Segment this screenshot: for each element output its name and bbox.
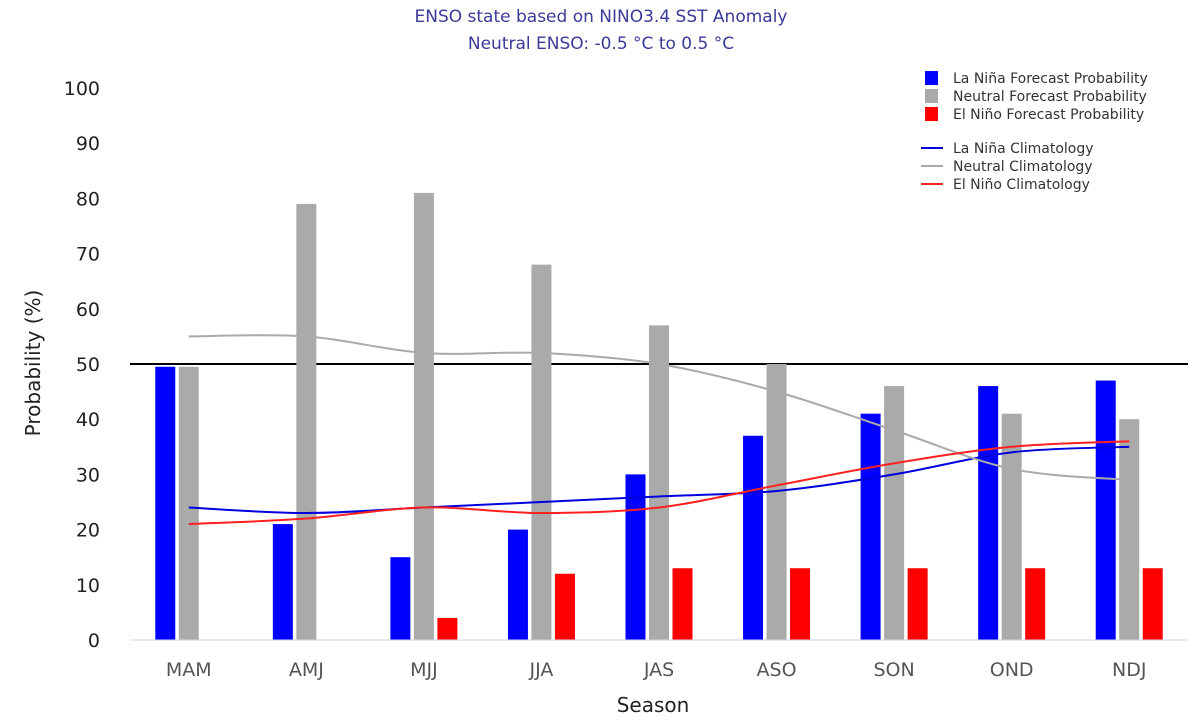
x-tick-label: OND — [990, 659, 1034, 681]
legend-label: La Niña Climatology — [953, 141, 1094, 157]
bar — [649, 325, 669, 640]
bar — [390, 557, 411, 640]
bar — [178, 366, 199, 640]
bar — [507, 529, 528, 640]
bar — [907, 568, 928, 640]
x-tick-label: SON — [873, 659, 914, 681]
legend-label: La Niña Forecast Probability — [953, 71, 1148, 87]
bar — [531, 264, 552, 640]
bars-group — [155, 192, 1163, 641]
bar — [155, 366, 176, 640]
bar — [672, 568, 693, 640]
x-tick-label: MJJ — [410, 659, 438, 681]
y-tick-label: 0 — [88, 630, 100, 652]
bar — [884, 386, 905, 640]
y-axis-ticks: 0 10 20 30 40 50 60 70 80 90 100 — [64, 78, 100, 652]
y-tick-label: 50 — [76, 354, 100, 376]
chart-title: ENSO state based on NINO3.4 SST Anomaly — [414, 7, 787, 27]
x-axis-label: Season — [617, 693, 690, 717]
legend-label: Neutral Forecast Probability — [953, 89, 1147, 105]
y-tick-label: 80 — [76, 188, 100, 210]
legend: La Niña Forecast Probability Neutral Fore… — [921, 71, 1148, 193]
bar — [743, 435, 764, 640]
bar — [790, 568, 811, 640]
legend-label: El Niño Forecast Probability — [953, 107, 1144, 123]
legend-swatch — [925, 107, 938, 121]
legend-label: El Niño Climatology — [953, 177, 1090, 193]
bar — [625, 474, 646, 640]
y-tick-label: 60 — [76, 299, 100, 321]
bar — [1142, 568, 1163, 640]
x-axis-ticks: MAM AMJ MJJ JJA JAS ASO SON OND NDJ — [166, 659, 1147, 681]
bar — [766, 364, 787, 640]
x-tick-label: MAM — [166, 659, 212, 681]
x-tick-label: JAS — [643, 659, 674, 681]
climatology-line — [188, 334, 1130, 481]
legend-swatch — [925, 71, 938, 85]
bar — [437, 617, 458, 640]
chart-subtitle: Neutral ENSO: -0.5 °C to 0.5 °C — [468, 34, 734, 54]
legend-label: Neutral Climatology — [953, 159, 1093, 175]
x-tick-label: JJA — [529, 659, 554, 681]
climatology-line — [188, 440, 1130, 526]
bar — [978, 386, 999, 640]
y-tick-label: 20 — [76, 520, 100, 542]
x-tick-label: AMJ — [289, 659, 324, 681]
bar — [554, 573, 575, 640]
bar — [413, 192, 434, 640]
x-tick-label: ASO — [757, 659, 797, 681]
bar — [860, 413, 881, 640]
bar — [1119, 419, 1140, 640]
bar — [1095, 380, 1116, 640]
y-tick-label: 40 — [76, 409, 100, 431]
y-tick-label: 10 — [76, 575, 100, 597]
bar — [296, 203, 317, 641]
bar — [272, 524, 293, 640]
y-axis-label: Probability (%) — [21, 290, 45, 437]
x-tick-label: NDJ — [1112, 659, 1146, 681]
y-tick-label: 70 — [76, 244, 100, 266]
bar — [1025, 568, 1046, 640]
y-tick-label: 100 — [64, 78, 100, 100]
legend-swatch — [925, 89, 938, 103]
y-tick-label: 30 — [76, 464, 100, 486]
y-tick-label: 90 — [76, 133, 100, 155]
climatology-lines-group — [188, 334, 1130, 526]
